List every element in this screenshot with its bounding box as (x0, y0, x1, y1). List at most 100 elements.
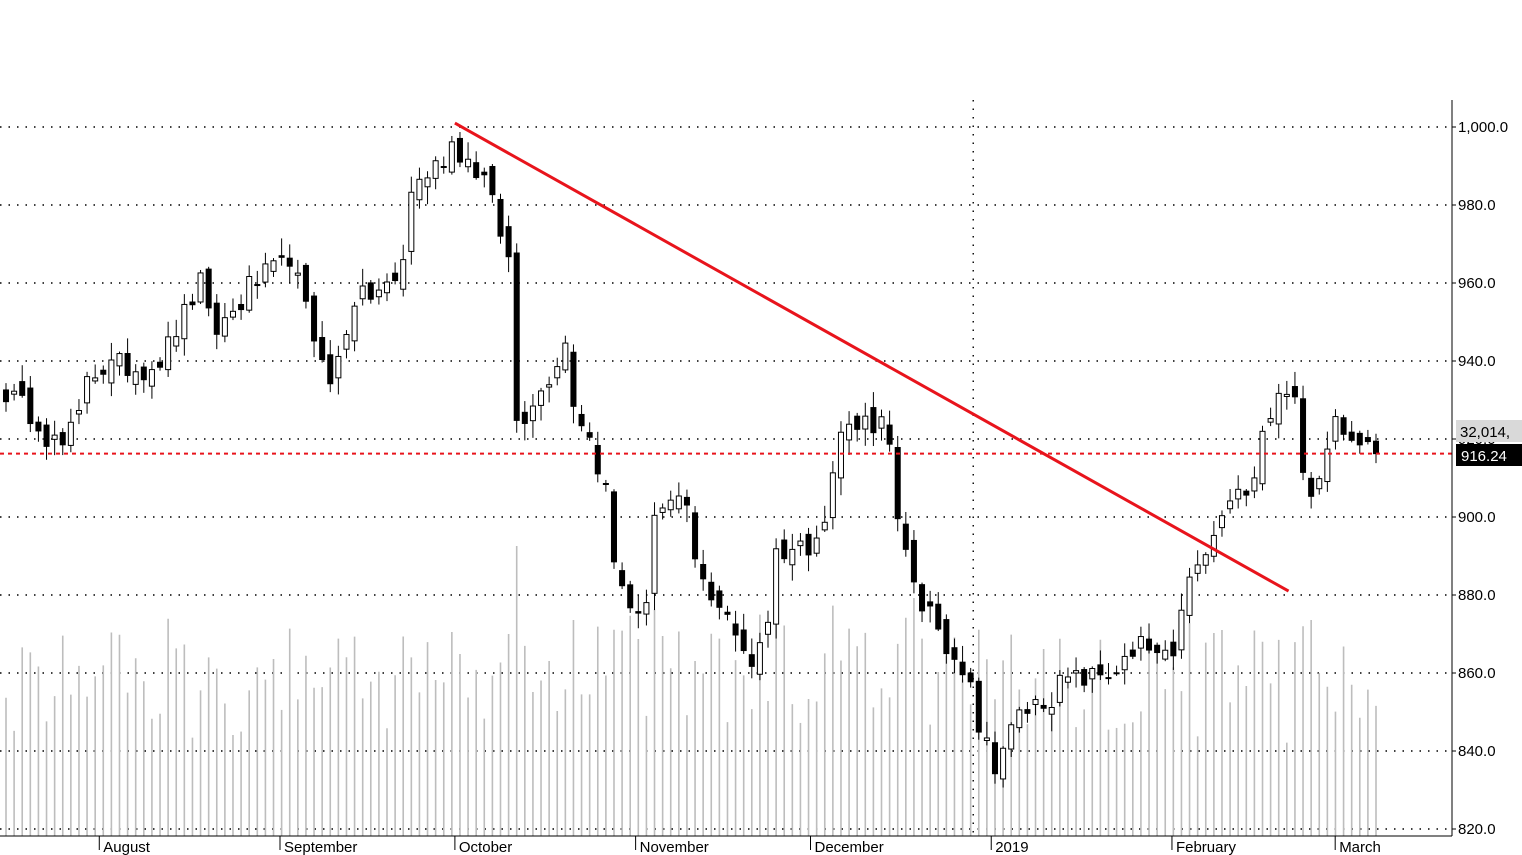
candle-up (846, 423, 853, 441)
candle-down (692, 512, 699, 560)
candle-down (732, 623, 739, 636)
x-axis: August September October November December 20… (98, 836, 1381, 855)
candle-down (919, 584, 926, 612)
candle-down (748, 654, 755, 667)
candle-down (586, 432, 593, 438)
candle-down (635, 611, 642, 614)
candle-down (943, 619, 950, 655)
candle-down (854, 415, 861, 430)
candle-down (278, 255, 285, 258)
volume-bars (5, 545, 1377, 836)
candle-up (1000, 747, 1007, 780)
candle-up (1016, 709, 1023, 729)
candle-up (813, 537, 820, 554)
candle-down (1170, 641, 1177, 657)
candle-up (862, 415, 869, 430)
candle-down (578, 413, 585, 427)
month-label: 2019 (995, 839, 1028, 855)
candle-down (2, 389, 10, 403)
candle-down (975, 680, 982, 733)
candle-up (359, 285, 366, 300)
candle-down (189, 301, 196, 306)
month-label: February (1176, 839, 1237, 855)
y-tick-label: 860.0 (1458, 665, 1496, 682)
candle-down (213, 302, 220, 335)
candle-up (546, 384, 553, 388)
candle-up (67, 421, 74, 446)
candle-up (773, 548, 780, 625)
month-label: December (815, 839, 884, 855)
candle-up (1283, 393, 1290, 397)
y-axis: 1,000.0980.0960.0940.0920.0900.0880.0860… (1452, 119, 1508, 838)
candle-up (270, 260, 277, 272)
candle-down (1243, 490, 1250, 496)
candle-up (789, 548, 796, 566)
candle-down (619, 570, 626, 587)
candle-down (19, 381, 26, 396)
candle-up (424, 177, 431, 188)
y-tick-label: 980.0 (1458, 197, 1496, 214)
candle-down (440, 166, 447, 169)
candle-up (659, 507, 666, 513)
candle-down (951, 647, 958, 660)
y-tick-label: 900.0 (1458, 509, 1496, 526)
candle-down (1372, 440, 1380, 455)
candle-up (1227, 500, 1234, 510)
candle-down (700, 564, 707, 580)
y-tick-label: 880.0 (1458, 587, 1496, 604)
candle-up (1064, 676, 1071, 683)
candle-down (1340, 417, 1347, 435)
candle-up (1210, 534, 1217, 557)
candle-down (140, 366, 147, 381)
candle-up (343, 334, 350, 350)
candle-down (505, 226, 512, 258)
candle-up (1178, 609, 1185, 651)
candle-up (108, 359, 115, 384)
candle-up (756, 642, 763, 675)
candle-up (408, 191, 415, 252)
candle-up (1105, 677, 1112, 680)
candle-down (805, 533, 812, 556)
volume-badge-bg (1456, 420, 1522, 442)
candle-up (1194, 564, 1201, 574)
overlays (0, 121, 1452, 593)
month-label: August (103, 839, 151, 855)
candle-up (538, 390, 545, 406)
candle-up (1202, 554, 1209, 566)
candle-down (286, 257, 293, 267)
candle-down (610, 491, 618, 563)
gridlines (0, 100, 1452, 836)
candle-down (124, 353, 131, 376)
candle-up (602, 483, 609, 486)
candle-down (894, 447, 901, 520)
month-label: September (284, 839, 357, 855)
candle-up (1218, 515, 1225, 529)
candle-up (11, 390, 18, 395)
candle-down (1308, 477, 1315, 497)
candle-down (1300, 398, 1307, 473)
candle-down (367, 282, 374, 300)
candle-down (100, 369, 107, 375)
candle-down (157, 361, 164, 368)
candle-down (1146, 638, 1153, 651)
candle-up (983, 737, 990, 741)
candle-up (667, 499, 674, 511)
candle-down (683, 496, 690, 506)
candle-down (205, 268, 212, 309)
candle-up (294, 272, 301, 276)
candle-down (1364, 437, 1371, 443)
candle-up (132, 371, 139, 385)
candle-up (651, 514, 658, 594)
candle-up (1032, 699, 1039, 705)
candle-down (489, 165, 496, 196)
last-price-badge: 916.24 (1461, 448, 1507, 465)
trendline (454, 121, 1290, 593)
candle-up (562, 342, 569, 371)
candle-up (764, 621, 772, 635)
candle-down (1024, 709, 1031, 714)
month-label: November (640, 839, 709, 855)
candle-up (351, 305, 358, 342)
candle-up (1073, 670, 1080, 674)
candle-up (448, 141, 455, 173)
